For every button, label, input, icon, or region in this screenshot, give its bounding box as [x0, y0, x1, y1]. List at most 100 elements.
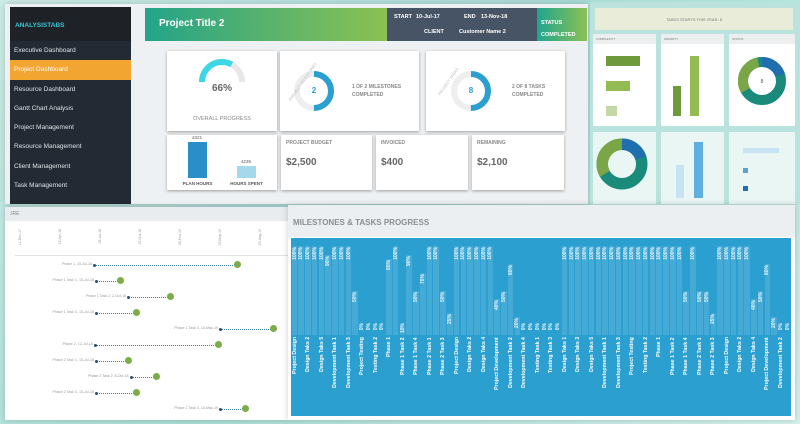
remaining-label: REMAINING	[477, 140, 506, 146]
sidebar-item-project-dashboard[interactable]: Project Dashboard	[10, 60, 131, 80]
progress-bar[interactable]	[636, 246, 642, 335]
axis-tick-label: 18-Jul-18	[98, 229, 102, 244]
progress-bar[interactable]	[399, 326, 406, 335]
gantt-bar[interactable]	[93, 265, 238, 266]
progress-bar[interactable]	[338, 246, 345, 335]
progress-bar[interactable]	[622, 246, 629, 335]
progress-bar[interactable]	[744, 246, 750, 335]
progress-bar[interactable]	[751, 299, 757, 335]
progress-bar[interactable]	[480, 246, 487, 335]
progress-bar[interactable]	[345, 246, 352, 335]
progress-bar[interactable]	[642, 246, 649, 335]
sidebar-item-gantt-chart-analysis[interactable]: Gantt Chart Analysis	[14, 104, 74, 112]
gantt-bar[interactable]	[128, 297, 170, 298]
end-marker[interactable]	[214, 341, 222, 348]
end-marker[interactable]	[116, 277, 124, 284]
progress-bar[interactable]	[447, 312, 453, 335]
progress-bar[interactable]	[656, 246, 662, 335]
progress-bar[interactable]	[730, 246, 737, 335]
sidebar-item-resource-management[interactable]: Resource Management	[14, 143, 82, 151]
progress-bar[interactable]	[683, 290, 690, 335]
progress-bar[interactable]	[771, 317, 777, 335]
gantt-bar[interactable]	[219, 409, 246, 410]
progress-bar[interactable]	[440, 290, 446, 335]
progress-bar[interactable]	[487, 246, 494, 335]
progress-bar[interactable]	[609, 246, 615, 335]
progress-bar[interactable]	[298, 246, 304, 335]
progress-bar[interactable]	[568, 246, 575, 335]
bar-value-label: 100%	[609, 247, 616, 260]
sidebar-item-resource-dashboard[interactable]: Resource Dashboard	[14, 85, 76, 93]
progress-bar[interactable]	[582, 246, 588, 335]
progress-bar[interactable]	[690, 246, 696, 335]
end-marker[interactable]	[153, 373, 161, 380]
end-marker[interactable]	[269, 325, 277, 332]
progress-bar[interactable]	[406, 254, 412, 335]
progress-bar[interactable]	[737, 246, 744, 335]
gantt-bar[interactable]	[96, 393, 136, 394]
gantt-bar[interactable]	[94, 345, 218, 346]
sidebar-item-executive-dashboard[interactable]: Executive Dashboard	[14, 47, 76, 54]
progress-bar[interactable]	[291, 246, 298, 335]
progress-bar[interactable]	[602, 246, 608, 335]
progress-bar[interactable]	[615, 246, 622, 335]
progress-bar[interactable]	[460, 246, 467, 335]
progress-bar[interactable]	[419, 272, 426, 335]
progress-bar[interactable]	[669, 246, 676, 335]
progress-bar[interactable]	[318, 246, 325, 335]
gantt-bar[interactable]	[130, 377, 157, 378]
end-marker[interactable]	[234, 261, 242, 268]
bar-value-label: 100%	[311, 247, 318, 260]
progress-bar[interactable]	[697, 290, 703, 335]
progress-bar[interactable]	[311, 246, 318, 335]
progress-bar[interactable]	[595, 246, 602, 335]
progress-bar[interactable]	[649, 246, 656, 335]
progress-bar[interactable]	[561, 246, 568, 335]
progress-bar[interactable]	[676, 246, 683, 335]
sidebar-item-task-management[interactable]: Task Management	[14, 182, 68, 190]
end-marker[interactable]	[132, 389, 140, 396]
gantt-bar[interactable]	[96, 281, 120, 282]
progress-bar[interactable]	[717, 246, 723, 335]
category-label: Development Task 2	[507, 337, 514, 388]
progress-bar[interactable]	[494, 299, 500, 335]
gantt-bar[interactable]	[96, 313, 136, 314]
gantt-bar[interactable]	[219, 329, 273, 330]
progress-bar[interactable]	[392, 246, 399, 335]
progress-bar[interactable]	[453, 246, 460, 335]
category-label: Phase 1	[386, 337, 393, 358]
progress-bar[interactable]	[433, 246, 440, 335]
progress-bar[interactable]	[386, 259, 392, 335]
end-marker[interactable]	[125, 357, 133, 364]
progress-bar[interactable]	[413, 290, 419, 335]
end-marker[interactable]	[242, 405, 250, 412]
invoiced-label: INVOICED	[381, 140, 406, 146]
progress-bar[interactable]	[703, 290, 710, 335]
progress-bar[interactable]	[305, 246, 311, 335]
bar-value-label: 100%	[622, 247, 629, 260]
progress-bar[interactable]	[663, 246, 669, 335]
progress-bar[interactable]	[352, 290, 358, 335]
progress-bar[interactable]	[588, 246, 595, 335]
progress-bar[interactable]	[467, 246, 473, 335]
progress-bar[interactable]	[507, 263, 514, 335]
progress-bar[interactable]	[514, 317, 521, 335]
sidebar-item-project-management[interactable]: Project Management	[14, 124, 74, 132]
bar-value-label: 50%	[352, 291, 359, 302]
sidebar-item-client-management[interactable]: Client Management	[14, 162, 71, 170]
progress-bar[interactable]	[501, 290, 507, 335]
progress-bar[interactable]	[474, 246, 480, 335]
gantt-bar[interactable]	[96, 361, 129, 362]
progress-bar[interactable]	[629, 246, 635, 335]
progress-bar[interactable]	[426, 246, 433, 335]
progress-bar[interactable]	[325, 254, 331, 335]
bar-value-label: 0%	[372, 323, 379, 331]
progress-bar[interactable]	[710, 312, 717, 335]
progress-bar[interactable]	[757, 290, 764, 335]
progress-bar[interactable]	[332, 246, 338, 335]
progress-bar[interactable]	[575, 246, 581, 335]
end-marker[interactable]	[132, 309, 140, 316]
progress-bar[interactable]	[724, 246, 730, 335]
end-marker[interactable]	[166, 293, 174, 300]
progress-bar[interactable]	[764, 263, 771, 335]
